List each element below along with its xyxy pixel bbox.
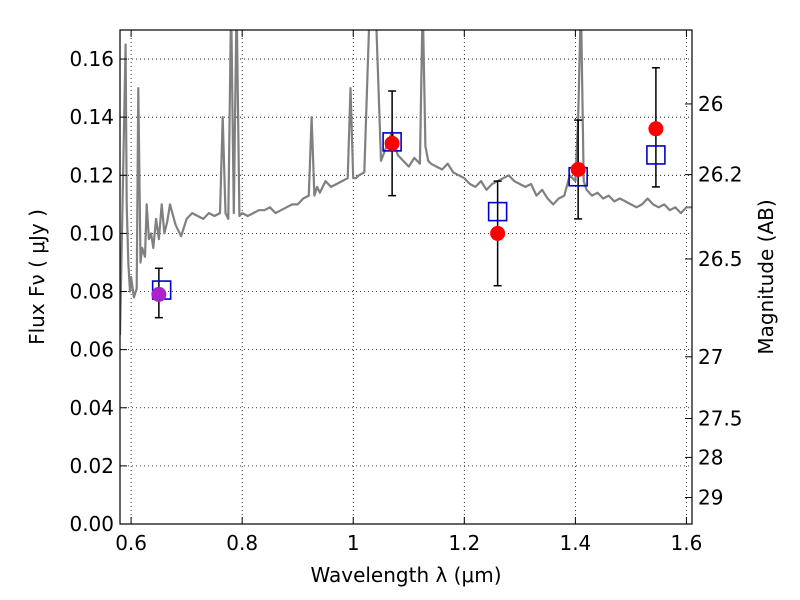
y2-tick-label: 26.5 — [698, 247, 743, 271]
x-tick-label: 0.6 — [115, 531, 147, 555]
plot-background — [120, 30, 692, 524]
y-tick-label: 0.12 — [69, 163, 114, 187]
y-tick-label: 0.06 — [69, 338, 114, 362]
y-tick-label: 0.02 — [69, 454, 114, 478]
y-axis-ticks: 0.00 0.02 0.04 0.06 0.08 0.10 0.12 0.14 0.16 — [69, 47, 127, 536]
observed-point — [151, 286, 167, 302]
x-axis-ticks: 0.6 0.8 1 1.2 1.4 1.6 — [115, 30, 702, 555]
y2-tick-label: 27 — [698, 345, 723, 369]
y-tick-label: 0.10 — [69, 221, 114, 245]
x-tick-label: 1.4 — [559, 531, 591, 555]
y2-tick-label: 26.2 — [698, 163, 743, 187]
observed-point — [648, 121, 664, 137]
x-tick-label: 1.2 — [448, 531, 480, 555]
y-tick-label: 0.00 — [69, 512, 114, 536]
model-spectrum-line — [120, 30, 692, 336]
y-tick-label: 0.08 — [69, 280, 114, 304]
observed-points — [151, 121, 664, 302]
model-photometry-square — [487, 201, 508, 222]
y-tick-label: 0.04 — [69, 396, 114, 420]
x-tick-label: 1 — [347, 531, 360, 555]
y2-axis-title: Magnitude (AB) — [754, 199, 778, 354]
y-tick-label: 0.14 — [69, 105, 114, 129]
observed-point — [384, 135, 400, 151]
y2-tick-label: 28 — [698, 445, 723, 469]
x-axis-title: Wavelength λ (μm) — [310, 563, 501, 587]
model-photometry-squares — [151, 132, 666, 300]
model-spectrum — [120, 30, 692, 336]
y-tick-label: 0.16 — [69, 47, 114, 71]
observed-point — [570, 161, 586, 177]
y2-tick-label: 27.5 — [698, 406, 743, 430]
plot-frame — [119, 29, 693, 525]
x-tick-label: 1.6 — [671, 531, 703, 555]
model-photometry-square — [646, 145, 666, 165]
model-photometry-square — [382, 132, 402, 152]
y2-tick-label: 26 — [698, 92, 723, 116]
y2-tick-label: 29 — [698, 485, 723, 509]
x-tick-label: 0.8 — [226, 531, 258, 555]
observed-point — [490, 225, 506, 241]
y-axis-title: Flux Fν ( μJy ) — [25, 209, 49, 345]
y2-axis-ticks: 26 26.2 26.5 27 27.5 28 29 — [685, 92, 743, 509]
